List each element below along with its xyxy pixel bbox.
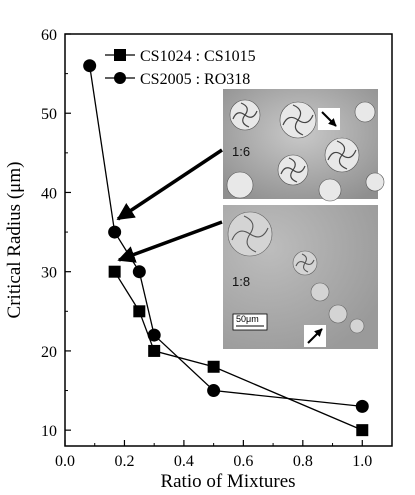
x-tick-label: 0.2 [114,453,134,470]
data-point-circle [132,265,146,279]
legend-label-circle: CS2005 : RO318 [140,71,250,88]
data-point-square [148,344,161,357]
series-line-2 [89,65,363,408]
legend-square-marker [114,49,126,61]
y-tick-label: 10 [41,423,57,440]
legend-label-square: CS1024 : CS1015 [140,48,256,65]
legend-circle-marker [114,72,126,84]
inset-2-arrow-icon [307,328,323,344]
data-point-circle [147,328,161,342]
data-point-circle [108,225,122,239]
y-tick-label: 40 [41,185,57,202]
data-point-circle [83,59,97,73]
inset-micrograph-2: 1:8 50μm [221,203,380,351]
inset-1-label: 1:6 [232,144,250,159]
data-point-square [108,265,121,278]
series-markers [83,59,369,437]
y-tick-label: 30 [41,265,57,282]
scale-bar: 50μm [232,313,268,331]
x-tick-label: 0.6 [233,453,253,470]
x-tick-label: 0.8 [293,453,313,470]
pointer-arrow-2 [117,220,223,263]
y-tick-label: 50 [41,106,57,123]
y-axis-ticks: 10 20 30 40 50 60 [41,27,71,440]
y-tick-label: 20 [41,344,57,361]
legend: CS1024 : CS1015 CS2005 : RO318 [105,48,256,88]
data-point-square [133,305,146,318]
scale-bar-label: 50μm [236,314,259,324]
data-point-square [356,424,369,437]
data-point-circle [355,399,369,413]
data-point-square [207,360,220,373]
x-tick-label: 0.0 [55,453,75,470]
y-axis-title: Critical Radius (μm) [4,162,25,319]
inset-micrograph-1: 1:6 [221,87,385,202]
pointer-arrow-1 [116,148,223,221]
y-tick-label: 60 [41,27,57,44]
inset-2-swirls [231,215,315,273]
data-point-circle [207,384,221,398]
plot-area [64,33,393,447]
inset-1-arrow-icon [321,111,337,127]
inset-1-swirls [232,102,357,183]
x-axis-ticks: 0.0 0.2 0.4 0.6 0.8 1.0 [55,440,393,470]
inset-2-label: 1:8 [232,274,250,289]
x-tick-label: 0.4 [174,453,194,470]
x-axis-title: Ratio of Mixtures [160,471,295,492]
x-tick-label: 1.0 [352,453,372,470]
